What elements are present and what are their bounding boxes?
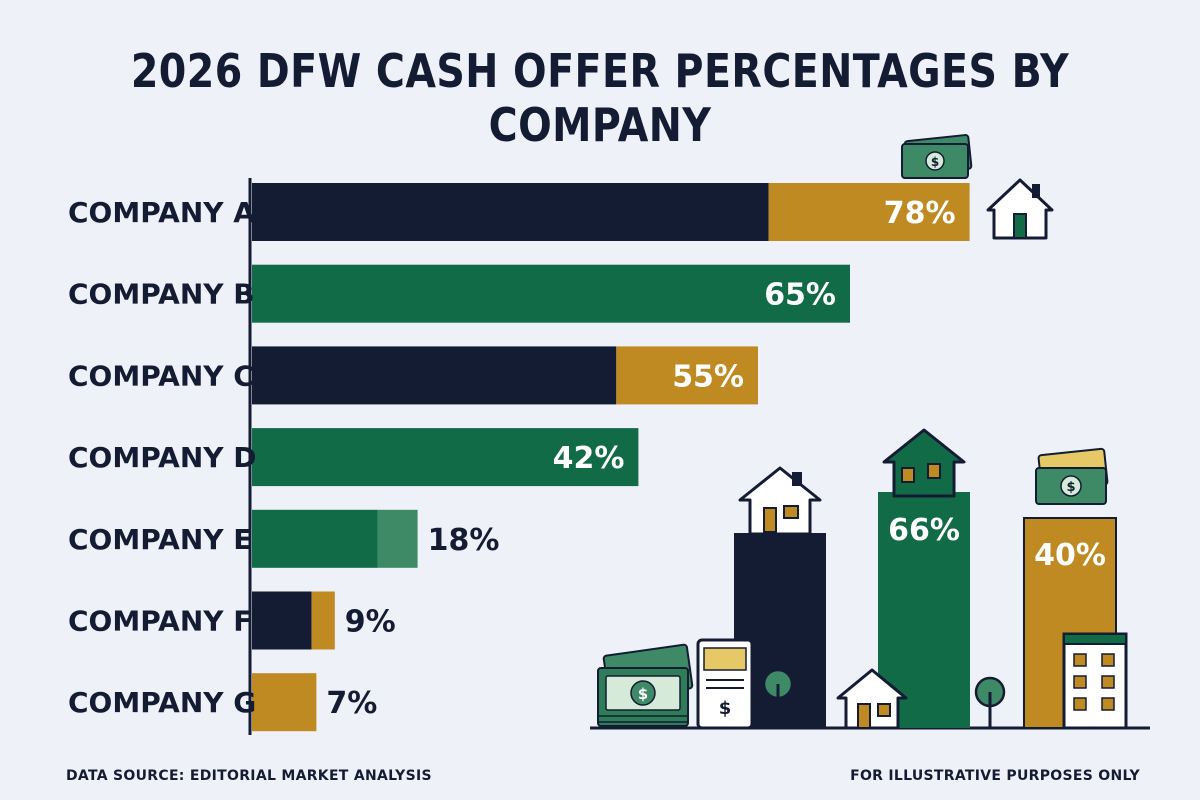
bar-7 xyxy=(252,673,317,732)
bar-segment-secondary xyxy=(616,346,758,405)
bar-5 xyxy=(252,509,418,568)
bar-segment-primary xyxy=(252,183,769,241)
svg-text:$: $ xyxy=(719,698,732,719)
bar-4 xyxy=(252,428,639,487)
cash-stack-icon: $ xyxy=(597,643,694,727)
bar-segment-primary xyxy=(252,673,317,732)
bars-group: COMPANY A 78% COMPANY B 65% COMPANY C 55% COMP… xyxy=(68,183,970,732)
small-house-icon xyxy=(836,668,908,730)
tree-icon xyxy=(974,676,1006,728)
bar-segment-primary xyxy=(252,428,639,487)
value-label: 18% xyxy=(428,523,500,558)
value-label: 65% xyxy=(764,278,836,313)
bar-1 xyxy=(252,183,970,241)
bar-segment-secondary xyxy=(377,509,418,568)
tree-icon xyxy=(762,668,794,728)
value-label: 78% xyxy=(884,196,956,231)
bar-6 xyxy=(252,591,335,650)
bar-segment-primary xyxy=(252,591,312,650)
illustration-value-label: 40% xyxy=(1034,538,1106,573)
chart-title: 2026 DFW CASH OFFER PERCENTAGES BY COMPA… xyxy=(130,44,1070,152)
category-label: COMPANY A xyxy=(68,196,255,229)
category-label: COMPANY G xyxy=(68,686,256,719)
value-label: 42% xyxy=(553,441,625,476)
svg-text:$: $ xyxy=(931,155,939,169)
cash-icon: $ xyxy=(1035,447,1109,505)
house-icon xyxy=(738,466,822,536)
illustration-value-label: 66% xyxy=(888,513,960,548)
svg-text:$: $ xyxy=(638,685,648,703)
bar-segment-primary xyxy=(252,264,850,323)
category-label: COMPANY F xyxy=(68,605,252,638)
disclaimer-note: FOR ILLUSTRATIVE PURPOSES ONLY xyxy=(850,768,1140,784)
apartment-icon xyxy=(1062,632,1128,730)
category-label: COMPANY D xyxy=(68,441,257,474)
category-label: COMPANY E xyxy=(68,523,252,556)
bar-segment-primary xyxy=(252,509,378,568)
category-label: COMPANY B xyxy=(68,278,255,311)
svg-text:$: $ xyxy=(1066,480,1075,495)
data-source-note: DATA SOURCE: EDITORIAL MARKET ANALYSIS xyxy=(66,768,432,784)
cash-icon: $ xyxy=(901,134,973,179)
value-label: 55% xyxy=(672,359,744,394)
bar-2 xyxy=(252,264,850,323)
value-label: 7% xyxy=(326,686,377,721)
category-label: COMPANY C xyxy=(68,359,254,392)
value-label: 9% xyxy=(345,605,396,640)
illustration-column-gold: $ 40% xyxy=(1023,447,1128,730)
check-icon: $ xyxy=(696,638,754,730)
house-outline-icon xyxy=(986,178,1054,240)
house-icon xyxy=(882,428,966,498)
bar-segment-secondary xyxy=(768,183,970,241)
bar-segment-primary xyxy=(252,346,617,405)
bar-3 xyxy=(252,346,758,405)
bar-segment-secondary xyxy=(311,591,335,650)
illustration-column-green: 66% xyxy=(878,428,970,728)
